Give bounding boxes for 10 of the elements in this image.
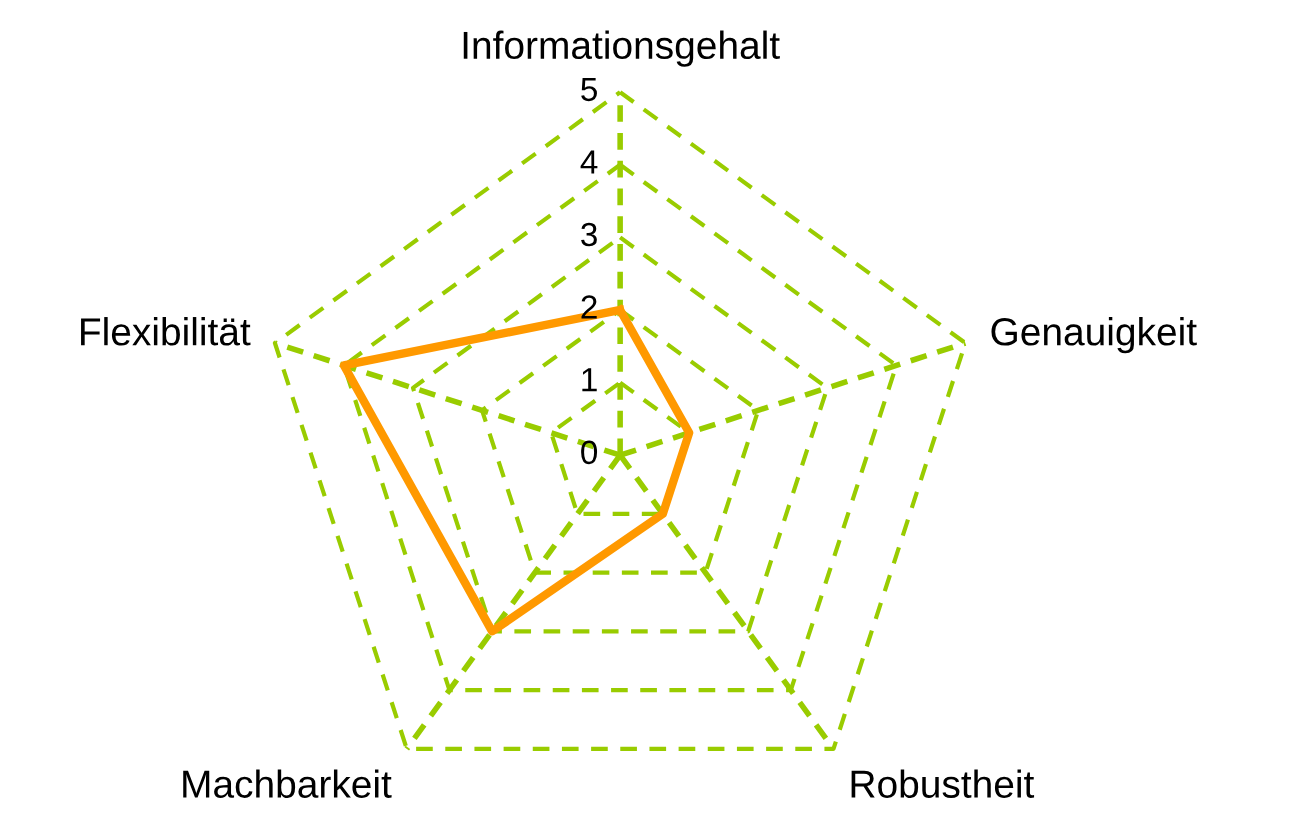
spoke-label: Flexibilität — [81, 317, 251, 346]
spoke-label: Informationsgehalt — [463, 30, 780, 67]
spoke-label: Machbarkeit — [183, 769, 392, 798]
spoke-label: Robustheit — [851, 769, 1035, 798]
y-tick-label: 0 — [581, 440, 598, 465]
y-tick-label: 4 — [580, 150, 598, 174]
y-tick-label: 3 — [581, 222, 597, 247]
y-tick-label: 5 — [581, 77, 597, 102]
y-tick-label: 1 — [582, 368, 597, 392]
spoke-label: Genauigkeit — [991, 317, 1197, 354]
